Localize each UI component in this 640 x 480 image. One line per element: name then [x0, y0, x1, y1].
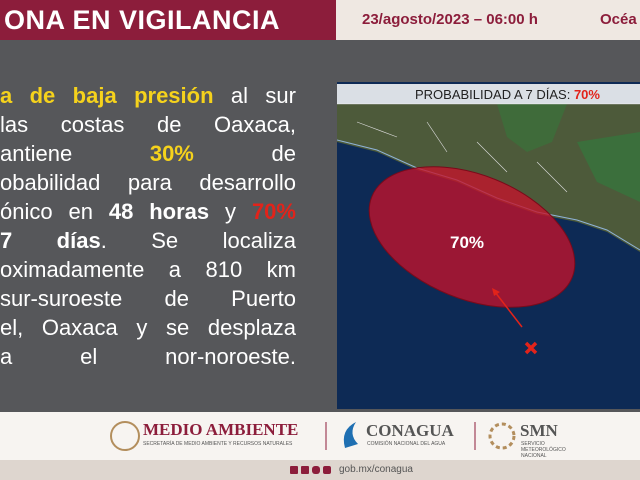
probability-area [368, 166, 576, 308]
bottom-strip: gob.mx/conagua [0, 460, 640, 480]
land-green [497, 104, 567, 152]
map-header [337, 84, 640, 104]
text-segment: a de baja presión [0, 83, 214, 108]
conagua-logo [343, 422, 358, 448]
semarnat-sub: SECRETARÍA DE MEDIO AMBIENTE Y RECURSOS … [143, 441, 293, 447]
motion-arrow [494, 291, 523, 328]
text-segment: . Se localiza [100, 228, 296, 253]
text-segment: obabilidad para desarrollo [0, 170, 296, 195]
text-segment: al sur [213, 83, 296, 108]
footer: MEDIO AMBIENTE SECRETARÍA DE MEDIO AMBIE… [0, 412, 640, 460]
text-line: sur-suroeste de Puerto [0, 284, 296, 313]
url[interactable]: gob.mx/conagua [339, 464, 413, 475]
region: Océa [600, 11, 637, 28]
conagua: CONAGUA [366, 421, 454, 440]
smn: SMN [520, 421, 558, 440]
map: 70% PROBABILIDAD A 7 DÍAS: 70% [337, 82, 640, 409]
semarnat-logo [110, 421, 140, 451]
text-segment: el, Oaxaca y se desplaza [0, 315, 296, 340]
text-segment: oximadamente a 810 km [0, 257, 296, 282]
text-segment: y [209, 199, 252, 224]
borders [356, 121, 568, 193]
icon [323, 466, 331, 474]
smn-logo [488, 422, 516, 450]
text-line: las costas de Oaxaca, [0, 110, 296, 139]
map-header-text: PROBABILIDAD A 7 DÍAS: 70% [415, 87, 600, 102]
text-line: antiene 30% de [0, 139, 296, 168]
text-segment: 70% [251, 199, 296, 224]
icon [312, 466, 320, 474]
text-line: a de baja presión al sur [0, 81, 296, 110]
text-segment: ónico en [0, 199, 109, 224]
text-line: oximadamente a 810 km [0, 255, 296, 284]
icon [301, 466, 309, 474]
text-segment: las costas de Oaxaca, [0, 112, 296, 137]
text-line: a el nor-noroeste. [0, 342, 296, 371]
text-segment: de [193, 141, 296, 166]
top-bar: ONA EN VIGILANCIA 23/agosto/2023 – 06:00… [0, 0, 640, 40]
title: ONA EN VIGILANCIA [0, 0, 336, 40]
text-line: 7 días. Se localiza [0, 226, 296, 255]
text-segment: 30% [149, 141, 194, 166]
area-label: 70% [450, 233, 484, 252]
semarnat: MEDIO AMBIENTE [143, 420, 299, 439]
text-line: el, Oaxaca y se desplaza [0, 313, 296, 342]
text-segment: a el nor-noroeste. [0, 344, 296, 369]
center-marker [524, 341, 538, 355]
arrow-head [492, 288, 500, 296]
text-segment: 48 horas [108, 199, 210, 224]
smn-sub: SERVICIO METEOROLÓGICO NACIONAL [521, 441, 566, 459]
text-segment: 7 días [0, 228, 101, 253]
land-green [577, 132, 640, 202]
paragraph: a de baja presión al sur las costas de Oa… [0, 81, 296, 371]
footer-graphics [110, 421, 516, 451]
conagua-sub: COMISIÓN NACIONAL DEL AGUA [367, 441, 446, 447]
map-header-value: 70% [574, 87, 600, 102]
map-header-label: PROBABILIDAD A 7 DÍAS: [415, 87, 574, 102]
text-segment: antiene [0, 141, 150, 166]
social-icons [290, 466, 331, 474]
datetime: 23/agosto/2023 – 06:00 h [362, 11, 538, 28]
text-segment: sur-suroeste de Puerto [0, 286, 296, 311]
text-line: ónico en 48 horas y 70% [0, 197, 296, 226]
icon [290, 466, 298, 474]
text-line: obabilidad para desarrollo [0, 168, 296, 197]
